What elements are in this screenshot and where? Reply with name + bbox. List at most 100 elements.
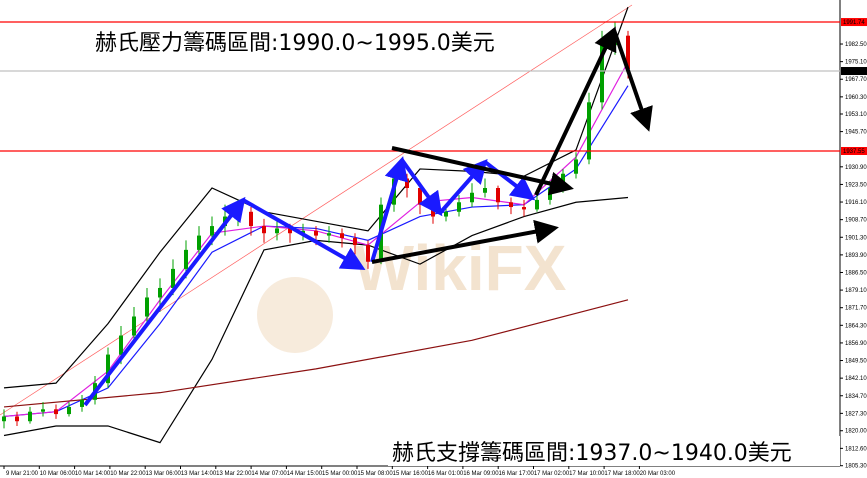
y-tick-label: 1842.10 <box>845 376 867 382</box>
candle-body <box>132 316 136 336</box>
candle-body <box>236 211 240 217</box>
y-tick-label: 1953.10 <box>845 112 867 118</box>
price-label: 1971.16 <box>843 69 865 75</box>
candle-body <box>2 416 6 422</box>
price-label: 1937.55 <box>843 149 865 155</box>
x-tick-label: 15 Mar 00:00 <box>322 471 358 477</box>
y-tick-label: 1886.50 <box>845 270 867 276</box>
candle-body <box>366 245 370 262</box>
y-tick-label: 1812.60 <box>845 446 867 452</box>
x-tick-label: 14 Mar 15:00 <box>287 471 323 477</box>
indicator-line <box>3 299 629 408</box>
candle-body <box>197 235 201 250</box>
black-arrow <box>371 219 559 264</box>
y-tick-label: 1908.70 <box>845 218 867 224</box>
x-tick-label: 10 Mar 14:00 <box>75 471 111 477</box>
price-label-box <box>841 146 867 155</box>
y-tick-label: 1916.10 <box>845 200 867 206</box>
black-arrow <box>534 26 617 196</box>
candle-body <box>119 335 123 355</box>
candle-body <box>496 188 500 203</box>
candle-body <box>171 268 175 288</box>
candle-body <box>80 399 84 407</box>
y-tick-label: 1827.30 <box>845 411 867 417</box>
trend-line <box>0 4 633 416</box>
candle-body <box>106 354 110 384</box>
candle-body <box>314 230 318 236</box>
x-tick-label: 15 Mar 08:00 <box>357 471 393 477</box>
x-tick-label: 10 Mar 22:00 <box>110 471 146 477</box>
candle-body <box>574 159 578 174</box>
annotation: 赫氏支撐籌碼區間:1937.0~1940.0美元 <box>392 441 792 466</box>
candle-body <box>405 178 409 188</box>
blue-arrow <box>242 198 366 270</box>
y-tick-label: 1805.30 <box>845 464 867 470</box>
blue-arrow <box>438 159 488 215</box>
candle-body <box>288 228 292 234</box>
x-tick-label: 13 Mar 14:00 <box>181 471 217 477</box>
x-tick-label: 13 Mar 06:00 <box>146 471 182 477</box>
price-label: 1991.74 <box>843 20 865 26</box>
y-tick-label: 1834.70 <box>845 394 867 400</box>
y-tick-label: 1982.50 <box>845 42 867 48</box>
candle-body <box>262 226 266 234</box>
candle-body <box>522 207 526 210</box>
y-tick-label: 1871.70 <box>845 306 867 312</box>
candle-body <box>340 233 344 238</box>
price-label-box <box>841 18 867 27</box>
black-arrow <box>612 29 653 132</box>
candle-body <box>353 237 357 246</box>
candle-body <box>587 102 591 160</box>
y-tick-label: 1893.90 <box>845 253 867 259</box>
annotation: 赫氏壓力籌碼區間:1990.0~1995.0美元 <box>95 31 495 56</box>
y-tick-label: 1820.00 <box>845 429 867 435</box>
y-tick-label: 1864.30 <box>845 323 867 329</box>
y-tick-label: 1945.70 <box>845 130 867 136</box>
annotation-background <box>388 436 840 466</box>
x-tick-label: 16 Mar 01:00 <box>428 471 464 477</box>
y-tick-label: 1849.50 <box>845 359 867 365</box>
candle-body <box>457 202 461 212</box>
candle-body <box>41 409 45 412</box>
candle-body <box>548 188 552 200</box>
y-tick-label: 1967.70 <box>845 77 867 83</box>
watermark-logo <box>257 277 333 353</box>
x-tick-label: 9 Mar 21:00 <box>6 471 39 477</box>
candle-body <box>327 233 331 236</box>
candle-body <box>535 199 539 210</box>
candle-body <box>28 411 32 422</box>
x-tick-label: 16 Mar 17:00 <box>499 471 535 477</box>
candle-body <box>249 211 253 227</box>
price-label-box <box>841 67 867 76</box>
candle-body <box>509 202 513 208</box>
candle-body <box>600 45 604 103</box>
watermark: WikiFX <box>354 232 567 304</box>
candle-body <box>418 188 422 205</box>
y-tick-label: 1901.30 <box>845 235 867 241</box>
x-tick-label: 17 Mar 02:00 <box>534 471 570 477</box>
annotation-arrows <box>83 26 653 407</box>
x-tick-label: 17 Mar 18:00 <box>604 471 640 477</box>
blue-arrow <box>400 158 443 217</box>
y-tick-label: 1960.30 <box>845 95 867 101</box>
x-tick-label: 10 Mar 06:00 <box>40 471 76 477</box>
candle-body <box>67 406 71 415</box>
x-tick-label: 20 Mar 03:00 <box>640 471 676 477</box>
candle-body <box>54 409 58 415</box>
x-tick-label: 14 Mar 07:00 <box>251 471 287 477</box>
candle-body <box>444 211 448 217</box>
x-tick-label: 13 Mar 22:00 <box>216 471 252 477</box>
candle-body <box>184 249 188 269</box>
y-tick-label: 1930.90 <box>845 165 867 171</box>
candle-body <box>210 226 214 236</box>
y-tick-label: 1975.10 <box>845 60 867 66</box>
blue-arrow <box>483 160 536 201</box>
candle-body <box>145 297 149 317</box>
candle-body <box>470 192 474 203</box>
candle-body <box>483 188 487 193</box>
y-tick-label: 1856.90 <box>845 341 867 347</box>
x-tick-label: 17 Mar 10:00 <box>569 471 605 477</box>
y-tick-label: 1923.50 <box>845 182 867 188</box>
